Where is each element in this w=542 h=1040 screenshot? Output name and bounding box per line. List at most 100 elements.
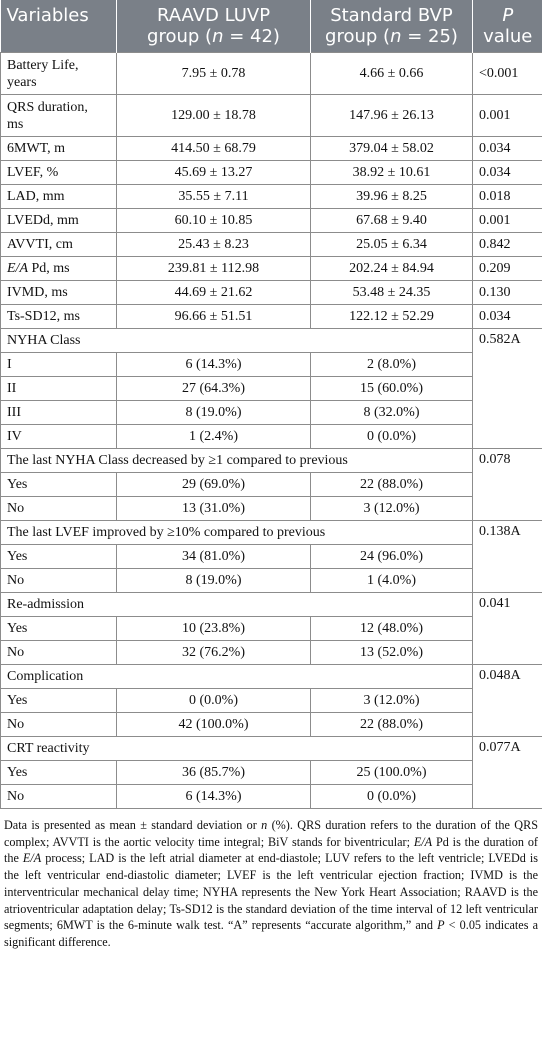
footnote-italic: E/A	[22, 851, 42, 866]
section-title: NYHA Class	[0, 328, 473, 353]
cell-group2: 3 (12.0%)	[310, 496, 473, 521]
row-label-line2: years	[7, 74, 37, 90]
cell-p-value: 0.001	[472, 208, 542, 233]
table-row: II 27 (64.3%) 15 (60.0%)	[0, 376, 542, 401]
cell-group1: 1 (2.4%)	[116, 424, 311, 449]
cell-group1: 44.69 ± 21.62	[116, 280, 311, 305]
footnote-italic: n	[261, 818, 268, 832]
header-raavd-group: RAAVD LUVP group (n = 42)	[116, 0, 311, 53]
header-raavd-line1: RAAVD LUVP	[156, 5, 271, 26]
table-row-6mwt: 6MWT, m 414.50 ± 68.79 379.04 ± 58.02 0.…	[0, 136, 542, 161]
cell-group2: 202.24 ± 84.94	[310, 256, 473, 281]
section-header-nyha: NYHA Class 0.582A	[0, 328, 542, 449]
row-label: E/A Pd, ms	[0, 256, 117, 281]
table-row-ea-pd: E/A Pd, ms 239.81 ± 112.98 202.24 ± 84.9…	[0, 256, 542, 281]
cell-group2: 53.48 ± 24.35	[310, 280, 473, 305]
cell-group2: 22 (88.0%)	[310, 472, 473, 497]
cell-group2: 122.12 ± 52.29	[310, 304, 473, 329]
header-standard-n: n	[390, 26, 402, 47]
cell-group1: 29 (69.0%)	[116, 472, 311, 497]
row-label: LVEDd, mm	[0, 208, 117, 233]
cell-group1: 35.55 ± 7.11	[116, 184, 311, 209]
cell-group2: 2 (8.0%)	[310, 352, 473, 377]
header-p-value: P value	[472, 0, 542, 53]
cell-group2: 67.68 ± 9.40	[310, 208, 473, 233]
table-row-ts-sd12: Ts-SD12, ms 96.66 ± 51.51 122.12 ± 52.29…	[0, 304, 542, 329]
cell-group1: 7.95 ± 0.78	[116, 52, 311, 95]
header-row: Variables RAAVD LUVP group (n = 42) Stan…	[0, 0, 542, 53]
results-table: Variables RAAVD LUVP group (n = 42) Stan…	[0, 0, 542, 809]
table-row-ivmd: IVMD, ms 44.69 ± 21.62 53.48 ± 24.35 0.1…	[0, 280, 542, 305]
table-row-lad: LAD, mm 35.55 ± 7.11 39.96 ± 8.25 0.018	[0, 184, 542, 209]
section-header-crt: CRT reactivity 0.077A	[0, 736, 542, 809]
table-row: Yes 29 (69.0%) 22 (88.0%)	[0, 472, 542, 497]
row-label: Yes	[0, 688, 117, 713]
cell-group1: 10 (23.8%)	[116, 616, 311, 641]
cell-group1: 0 (0.0%)	[116, 688, 311, 713]
row-label-rest: Pd, ms	[28, 260, 70, 276]
table-row: I 6 (14.3%) 2 (8.0%)	[0, 352, 542, 377]
cell-group1: 239.81 ± 112.98	[116, 256, 311, 281]
row-label: IVMD, ms	[0, 280, 117, 305]
section-title: Complication	[0, 664, 473, 689]
row-label-line1: Battery Life,	[7, 57, 79, 73]
table-row-avvti: AVVTI, cm 25.43 ± 8.23 25.05 ± 6.34 0.84…	[0, 232, 542, 257]
header-raavd-n: n	[212, 26, 224, 47]
cell-p-value: 0.130	[472, 280, 542, 305]
cell-group1: 27 (64.3%)	[116, 376, 311, 401]
table-row: Yes 34 (81.0%) 24 (96.0%)	[0, 544, 542, 569]
cell-group1: 96.66 ± 51.51	[116, 304, 311, 329]
section-title: Re-admission	[0, 592, 473, 617]
cell-group2: 8 (32.0%)	[310, 400, 473, 425]
footnote-italic: P	[437, 918, 445, 933]
row-label: 6MWT, m	[0, 136, 117, 161]
header-raavd-pre: group (	[147, 26, 213, 47]
table-row-qrs: QRS duration, ms 129.00 ± 18.78 147.96 ± …	[0, 94, 542, 137]
cell-group2: 24 (96.0%)	[310, 544, 473, 569]
cell-group2: 39.96 ± 8.25	[310, 184, 473, 209]
row-label: No	[0, 568, 117, 593]
cell-group2: 25.05 ± 6.34	[310, 232, 473, 257]
header-variables: Variables	[0, 0, 117, 53]
cell-group2: 22 (88.0%)	[310, 712, 473, 737]
cell-p-value: 0.018	[472, 184, 542, 209]
table-row: No 42 (100.0%) 22 (88.0%)	[0, 712, 542, 737]
section-header-complication: Complication 0.048A	[0, 664, 542, 737]
cell-group1: 414.50 ± 68.79	[116, 136, 311, 161]
header-value: value	[483, 26, 533, 47]
cell-group1: 32 (76.2%)	[116, 640, 311, 665]
row-label: IV	[0, 424, 117, 449]
cell-p-value: 0.048A	[472, 664, 542, 737]
cell-group1: 13 (31.0%)	[116, 496, 311, 521]
cell-p-value: 0.001	[472, 94, 542, 137]
header-p: P	[502, 5, 514, 26]
row-label: Battery Life, years	[0, 52, 117, 95]
cell-p-value: 0.078	[472, 448, 542, 521]
cell-group2: 147.96 ± 26.13	[310, 94, 473, 137]
header-raavd-post: = 42)	[223, 26, 280, 47]
cell-group2: 25 (100.0%)	[310, 760, 473, 785]
header-standard-line1: Standard BVP	[330, 5, 453, 26]
row-label-line2: ms	[7, 116, 24, 132]
footnote-text: (%). QRS duration refers to the duration…	[4, 818, 538, 849]
cell-p-value: 0.138A	[472, 520, 542, 593]
cell-group2: 15 (60.0%)	[310, 376, 473, 401]
row-label: Ts-SD12, ms	[0, 304, 117, 329]
table-row-battery: Battery Life, years 7.95 ± 0.78 4.66 ± 0.…	[0, 52, 542, 95]
row-label: II	[0, 376, 117, 401]
table-row: Yes 36 (85.7%) 25 (100.0%)	[0, 760, 542, 785]
row-label: LAD, mm	[0, 184, 117, 209]
table-row-lvef: LVEF, % 45.69 ± 13.27 38.92 ± 10.61 0.03…	[0, 160, 542, 185]
row-label: No	[0, 640, 117, 665]
cell-group1: 6 (14.3%)	[116, 784, 311, 809]
cell-group1: 8 (19.0%)	[116, 568, 311, 593]
table-row: No 13 (31.0%) 3 (12.0%)	[0, 496, 542, 521]
table-row: IV 1 (2.4%) 0 (0.0%)	[0, 424, 542, 449]
row-label: III	[0, 400, 117, 425]
cell-group2: 0 (0.0%)	[310, 784, 473, 809]
table-row-lvedd: LVEDd, mm 60.10 ± 10.85 67.68 ± 9.40 0.0…	[0, 208, 542, 233]
table-row: III 8 (19.0%) 8 (32.0%)	[0, 400, 542, 425]
footnote-italic: E/A	[413, 834, 433, 849]
table-row: No 32 (76.2%) 13 (52.0%)	[0, 640, 542, 665]
cell-p-value: 0.041	[472, 592, 542, 665]
